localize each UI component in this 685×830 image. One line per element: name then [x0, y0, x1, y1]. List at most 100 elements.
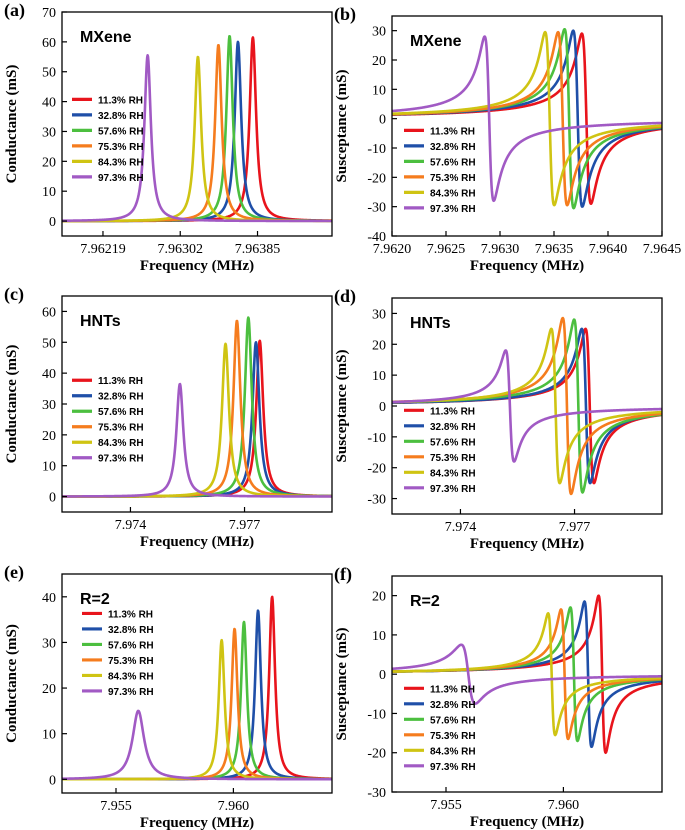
series-line	[62, 609, 332, 781]
x-axis-title: Frequency (MHz)	[140, 258, 254, 274]
legend-label: 97.3% RH	[98, 173, 144, 184]
legend-label: 75.3% RH	[430, 453, 476, 464]
x-axis-title: Frequency (MHz)	[470, 258, 584, 274]
series-line	[62, 339, 332, 498]
legend-label: 97.3% RH	[430, 484, 476, 495]
series-line	[62, 55, 332, 223]
y-axis-title: Susceptance (mS)	[334, 70, 350, 183]
material-label: R=2	[410, 593, 440, 610]
y-tick-label: 30	[372, 25, 386, 40]
y-tick-label: -20	[367, 171, 386, 186]
series-line	[62, 627, 332, 781]
legend-label: 57.6% RH	[430, 715, 476, 726]
series-group	[62, 35, 332, 223]
series-line	[392, 612, 662, 737]
series-line	[62, 595, 332, 781]
panel-0: (a) 0 10 20 30 40 50 60 70 7.96219 7.96302 7.96385F…	[4, 0, 333, 274]
legend-label: 84.3% RH	[108, 671, 154, 682]
y-tick-label: -10	[367, 707, 386, 722]
legend-label: 84.3% RH	[430, 188, 476, 199]
legend-label: 11.3% RH	[430, 126, 475, 137]
y-tick-label: 10	[372, 629, 386, 644]
x-tick-label: 7.977	[559, 520, 591, 535]
y-tick-label: 10	[42, 185, 56, 200]
legend-label: 32.8% RH	[98, 111, 144, 122]
y-tick-label: -30	[367, 786, 386, 801]
legend-label: 97.3% RH	[98, 454, 144, 465]
y-tick-label: -20	[367, 747, 386, 762]
x-tick-label: 7.9635	[535, 242, 574, 257]
y-tick-label: 0	[49, 773, 56, 788]
legend-label: 32.8% RH	[430, 700, 476, 711]
legend: 11.3% RH 32.8% RH 57.6% RH 75.3% RH 84.3% RH…	[72, 95, 144, 184]
y-tick-label: 20	[42, 429, 56, 444]
plot-frame	[391, 15, 663, 237]
legend-label: 32.8% RH	[108, 625, 154, 636]
y-tick-label: 0	[379, 113, 386, 128]
legend-label: 11.3% RH	[98, 95, 143, 106]
x-tick-label: 7.9645	[643, 242, 682, 257]
series-line	[62, 709, 332, 781]
y-tick-label: 30	[42, 125, 56, 140]
legend-label: 57.6% RH	[430, 157, 476, 168]
series-line	[62, 342, 332, 498]
panel-letter: (d)	[334, 286, 356, 307]
legend-label: 57.6% RH	[430, 437, 476, 448]
x-axis-title: Frequency (MHz)	[470, 814, 584, 830]
y-tick-label: 20	[42, 155, 56, 170]
series-line	[62, 620, 332, 781]
series-line	[392, 35, 662, 203]
legend-label: 11.3% RH	[430, 406, 475, 417]
y-tick-label: 60	[42, 36, 56, 51]
legend: 11.3% RH 32.8% RH 57.6% RH 75.3% RH 84.3% RH…	[404, 406, 476, 495]
y-tick-label: 20	[42, 682, 56, 697]
y-tick-label: 10	[372, 369, 386, 384]
series-group	[62, 595, 332, 781]
y-tick-label: 0	[379, 400, 386, 415]
legend-label: 75.3% RH	[98, 142, 144, 153]
y-tick-label: -10	[367, 431, 386, 446]
y-tick-label: -10	[367, 142, 386, 157]
y-tick-label: -40	[367, 230, 386, 245]
legend-label: 57.6% RH	[98, 407, 144, 418]
panel-letter: (a)	[4, 0, 25, 21]
y-tick-label: 70	[42, 6, 56, 21]
x-tick-label: 7.96302	[157, 242, 203, 257]
x-tick-label: 7.955	[430, 798, 462, 813]
series-group	[392, 316, 662, 496]
x-tick-label: 7.9630	[481, 242, 520, 257]
legend-label: 11.3% RH	[430, 684, 475, 695]
y-tick-label: 0	[49, 491, 56, 506]
y-tick-label: 50	[42, 336, 56, 351]
plot-frame	[61, 11, 333, 237]
material-label: HNTs	[410, 315, 451, 332]
legend-label: 32.8% RH	[430, 422, 476, 433]
x-tick-label: 7.960	[218, 799, 250, 814]
series-line	[62, 638, 332, 781]
y-tick-label: 40	[42, 591, 56, 606]
legend-label: 97.3% RH	[430, 762, 476, 773]
legend-label: 11.3% RH	[98, 376, 143, 387]
y-tick-label: 60	[42, 305, 56, 320]
y-tick-label: 20	[372, 590, 386, 605]
y-tick-label: 10	[42, 460, 56, 475]
y-tick-label: 40	[42, 367, 56, 382]
y-axis-title: Susceptance (mS)	[334, 628, 350, 741]
panel-1: (b) -40 -30 -20 -10 0 10 20 30 7.9620 7.9625 7.9630…	[334, 4, 681, 274]
x-tick-label: 7.96219	[80, 242, 126, 257]
legend: 11.3% RH 32.8% RH 57.6% RH 75.3% RH 84.3% RH…	[72, 376, 144, 465]
x-tick-label: 7.9620	[373, 242, 412, 257]
y-tick-label: 0	[379, 668, 386, 683]
y-tick-label: -30	[367, 201, 386, 216]
x-tick-label: 7.955	[100, 799, 132, 814]
panel-letter: (c)	[4, 284, 24, 305]
material-label: MXene	[80, 29, 132, 46]
series-group	[392, 594, 662, 755]
y-tick-label: 20	[372, 54, 386, 69]
x-tick-label: 7.977	[229, 518, 261, 533]
